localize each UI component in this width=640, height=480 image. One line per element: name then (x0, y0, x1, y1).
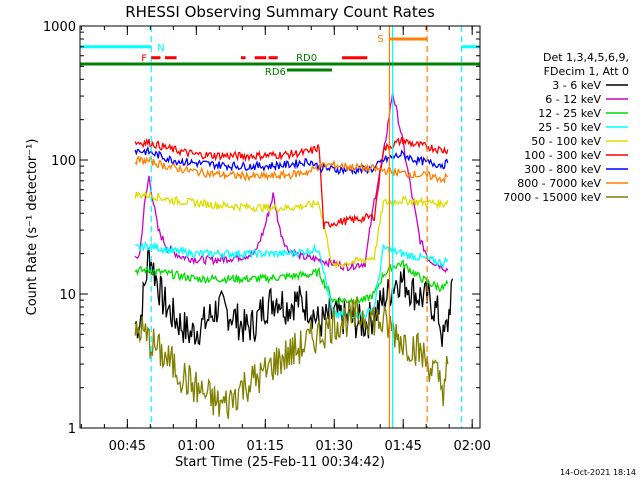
y-tick-label: 1000 (43, 20, 76, 35)
legend-entry-label: 800 - 7000 keV (517, 177, 601, 190)
series-line-4 (134, 191, 449, 269)
legend-entry-label: 25 - 50 keV (538, 121, 601, 134)
legend-header: FDecim 1, Att 0 (544, 65, 629, 78)
flag-label-RD6: RD6 (265, 67, 286, 78)
chart-title: RHESSI Observing Summary Count Rates (125, 3, 435, 21)
x-tick-label: 01:30 (316, 439, 353, 454)
legend-header: Det 1,3,4,5,6,9, (543, 51, 629, 64)
series-line-6 (134, 145, 449, 176)
flag-label-F: F (141, 54, 147, 65)
flag-label-RD0: RD0 (296, 53, 317, 64)
x-tick-label: 02:00 (453, 439, 490, 454)
legend-entry-label: 300 - 800 keV (524, 163, 601, 176)
flag-label-N: N (157, 43, 164, 54)
series-line-2 (134, 258, 449, 306)
footer-timestamp: 14-Oct-2021 18:14 (560, 468, 636, 477)
legend: Det 1,3,4,5,6,9,FDecim 1, Att 03 - 6 keV… (503, 51, 629, 204)
legend-entry-label: 50 - 100 keV (531, 135, 601, 148)
legend-entry-label: 100 - 300 keV (524, 149, 601, 162)
x-tick-label: 01:00 (178, 439, 215, 454)
legend-entry-label: 3 - 6 keV (552, 79, 601, 92)
x-tick-label: 01:15 (247, 439, 284, 454)
x-tick-label: 01:45 (384, 439, 421, 454)
y-tick-label: 100 (51, 154, 76, 169)
plot-area: NF S RD0 RD6 (80, 26, 480, 428)
series-line-7 (134, 155, 449, 184)
y-tick-label: 10 (59, 288, 76, 303)
flag-label-S: S (377, 34, 383, 45)
y-axis: 1 10 100 1000 (43, 20, 480, 437)
y-tick-label: 1 (68, 422, 76, 437)
series-line-3 (134, 241, 449, 320)
legend-entry-label: 12 - 25 keV (538, 107, 601, 120)
series-line-5 (134, 136, 449, 230)
legend-entry-label: 6 - 12 keV (545, 93, 601, 106)
y-axis-label: Count Rate (s⁻¹ detector⁻¹) (25, 139, 40, 316)
series-line-8 (134, 296, 449, 419)
series-line-0 (134, 247, 454, 347)
x-axis-label: Start Time (25-Feb-11 00:34:42) (175, 455, 385, 470)
legend-entry-label: 7000 - 15000 keV (503, 191, 601, 204)
x-axis: 00:45 01:00 01:15 01:30 01:45 02:00 (80, 26, 491, 454)
plot-frame (79, 25, 481, 429)
x-tick-label: 00:45 (109, 439, 146, 454)
